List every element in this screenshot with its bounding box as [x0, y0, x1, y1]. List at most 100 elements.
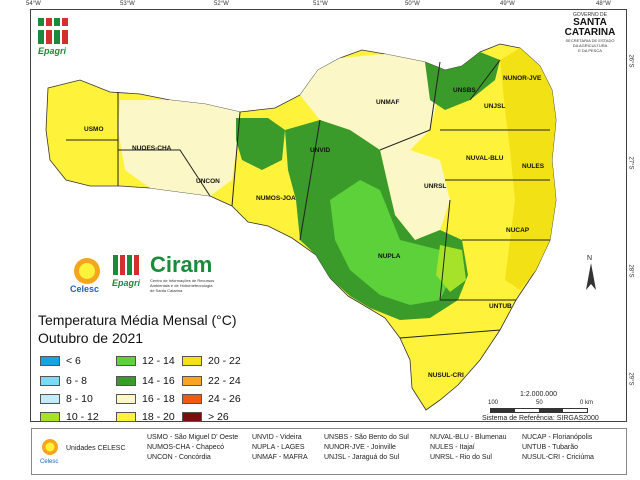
zone-16-18-center	[380, 150, 450, 240]
santa-catarina-logo: GOVERNO DE SANTA CATARINA SECRETARIA DE …	[555, 12, 625, 60]
legend-label: 16 - 18	[142, 392, 175, 405]
region-label-nuoes-cha: NUOES-CHA	[132, 145, 172, 152]
units-heading: Unidades CELESC	[66, 445, 126, 452]
sc-logo-sub3: E DA PESCA	[578, 48, 602, 53]
units-col-2: UNVID - Videira NUPLA - LAGES UNMAF - MA…	[252, 433, 308, 463]
legend-item: > 26	[182, 411, 229, 423]
legend-label: 12 - 14	[142, 354, 175, 367]
zone-20-22-coast	[500, 48, 556, 290]
sc-logo-name2: CATARINA	[564, 27, 616, 38]
unit-entry: NUVAL-BLU - Blumenau	[430, 434, 507, 441]
lon-label: 51°W	[313, 1, 328, 7]
north-label: N	[587, 255, 592, 262]
legend-item: 20 - 22	[182, 354, 241, 367]
region-label-uncon: UNCON	[196, 178, 220, 185]
region-label-usmo: USMO	[84, 126, 104, 133]
ciram-sub-line2: Ambientais e de Hidrometeorologia	[150, 283, 213, 288]
lon-label: 53°W	[120, 1, 135, 7]
sc-logo-sub2: DA AGRICULTURA	[572, 43, 608, 48]
legend-swatch	[40, 411, 60, 422]
scale-ratio: 1:2.000.000	[520, 391, 557, 398]
region-label-untub: UNTUB	[489, 303, 512, 310]
map-frame	[30, 9, 627, 422]
unit-entry: UNMAF - MAFRA	[252, 454, 308, 461]
zone-12-14-plateau	[330, 180, 452, 305]
legend-swatch	[40, 355, 60, 366]
region-label-unrsl: UNRSL	[424, 183, 446, 190]
region-label-unsbs: UNSBS	[453, 87, 476, 94]
legend-label: 18 - 20	[142, 410, 175, 423]
legend-subtitle: Outubro de 2021	[38, 330, 144, 346]
celesc-text: Celesc	[70, 284, 100, 294]
region-label-nusul-cri: NUSUL-CRI	[428, 372, 464, 379]
legend-item: 24 - 26	[182, 392, 241, 405]
legend-label: 6 - 8	[66, 374, 88, 387]
unit-entry: UNTUB - Tubarão	[522, 444, 579, 451]
legend-label: 10 - 12	[66, 410, 99, 423]
legend-label: 22 - 24	[208, 374, 241, 387]
unit-entry: NUSUL-CRI - Criciúma	[522, 454, 594, 461]
epagri-logo: Epagri	[36, 16, 76, 60]
region-label-nupla: NUPLA	[378, 253, 401, 260]
unit-entry: NUNOR-JVE - Joinville	[324, 444, 396, 451]
legend-item: 10 - 12	[40, 410, 99, 423]
legend-swatch	[116, 355, 136, 366]
legend-item: < 6	[40, 354, 81, 367]
legend-label: < 6	[66, 354, 81, 367]
legend-label: 20 - 22	[208, 354, 241, 367]
scale-tick: 0 km	[580, 400, 594, 406]
region-label-nucap: NUCAP	[506, 227, 530, 234]
legend-swatch	[40, 375, 60, 386]
unit-entry: UNJSL - Jaraguá do Sul	[324, 454, 400, 461]
unit-entry: NUMOS-CHA - Chapecó	[147, 444, 225, 451]
celesc-small-text: Celesc	[40, 459, 59, 465]
legend-swatch	[116, 375, 136, 386]
legend-label: 24 - 26	[208, 392, 241, 405]
legend-item: 16 - 18	[116, 392, 175, 405]
legend-swatch	[116, 393, 136, 404]
unit-entry: UNCON - Concórdia	[147, 454, 211, 461]
scale-tick: 50	[536, 400, 543, 406]
zone-16-18-west	[118, 100, 240, 196]
legend-label: 8 - 10	[66, 392, 93, 405]
north-arrow-icon	[586, 263, 596, 290]
ciram-sub-line3: de Santa Catarina	[150, 288, 183, 293]
unit-entry: USMO - São Miguel D' Oeste	[147, 434, 239, 441]
region-label-unmaf: UNMAF	[376, 99, 399, 106]
legend-item: 22 - 24	[182, 374, 241, 387]
reference-system: Sistema de Referência: SIRGAS2000	[482, 415, 599, 422]
legend-swatch	[40, 393, 60, 404]
unit-entry: NUPLA - LAGES	[252, 444, 305, 451]
zone-12-14-peaks	[436, 245, 466, 292]
zone-14-16-west	[236, 118, 285, 170]
unit-entry: NUCAP - Florianópolis	[522, 434, 593, 441]
lon-label: 48°W	[596, 1, 611, 7]
region-label-numos-joa: NUMOS-JOA	[256, 195, 296, 202]
epagri-small-text: Epagri	[112, 278, 141, 288]
region-borders	[66, 59, 550, 339]
legend-item: 18 - 20	[116, 410, 175, 423]
units-col-3: UNSBS - São Bento do Sul NUNOR-JVE - Joi…	[324, 433, 409, 463]
legend-swatch	[182, 411, 202, 422]
units-col-1: USMO - São Miguel D' Oeste NUMOS-CHA - C…	[147, 433, 238, 463]
sc-logo-name1: SANTA	[573, 17, 607, 28]
units-box: Celesc Unidades CELESC USMO - São Miguel…	[31, 428, 627, 475]
unit-entry: NULES - Itajaí	[430, 444, 475, 451]
ciram-subtitle: Centro de Informações de Recursos Ambien…	[150, 278, 240, 293]
zone-16-18-north	[300, 54, 440, 150]
legend-item: 12 - 14	[116, 354, 175, 367]
legend-swatch	[182, 375, 202, 386]
zone-14-16-north	[425, 52, 500, 110]
epagri-small-icon	[113, 255, 139, 275]
legend-swatch	[116, 411, 136, 422]
scale-tick: 100	[488, 400, 499, 406]
lon-label: 52°W	[214, 1, 229, 7]
ciram-logo-block: Celesc Epagri Ciram Centro de Informaçõe…	[70, 250, 240, 302]
legend-item: 6 - 8	[40, 374, 88, 387]
scale-bar-graphic	[490, 408, 588, 413]
ciram-text: Ciram	[150, 252, 213, 277]
legend-item: 14 - 16	[116, 375, 175, 387]
region-label-nules: NULES	[522, 163, 545, 170]
legend-swatch	[182, 355, 202, 366]
